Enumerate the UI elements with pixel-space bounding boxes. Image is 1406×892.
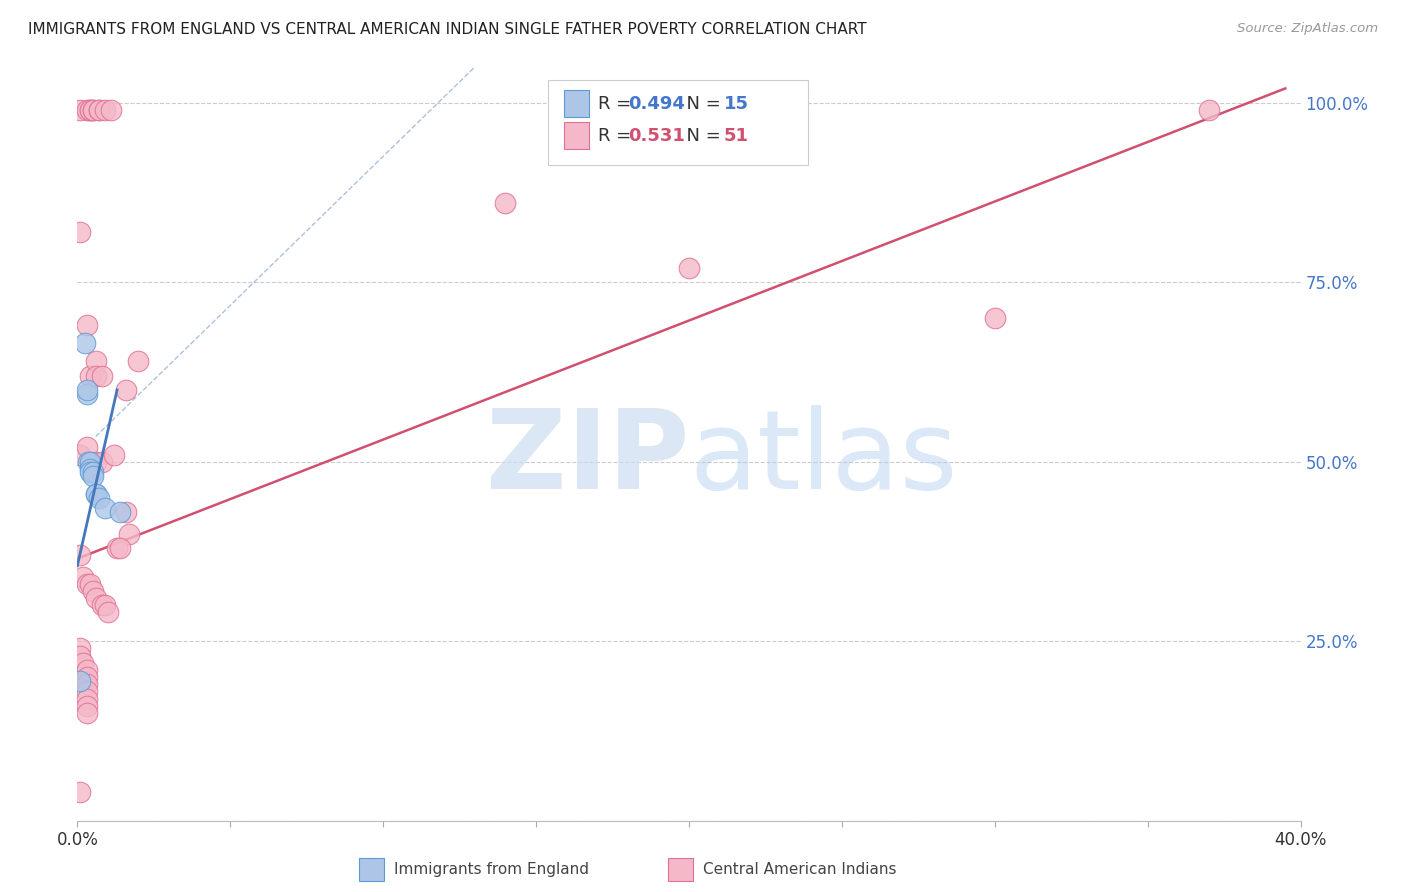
Point <box>105 541 128 555</box>
Point <box>69 785 91 799</box>
Point <box>127 354 149 368</box>
Point <box>97 606 120 620</box>
Text: Source: ZipAtlas.com: Source: ZipAtlas.com <box>1237 22 1378 36</box>
Point <box>73 336 96 351</box>
Point <box>118 526 141 541</box>
Point <box>76 670 98 684</box>
Point <box>79 455 101 469</box>
Point <box>72 656 94 670</box>
Point <box>76 684 98 698</box>
Text: IMMIGRANTS FROM ENGLAND VS CENTRAL AMERICAN INDIAN SINGLE FATHER POVERTY CORRELA: IMMIGRANTS FROM ENGLAND VS CENTRAL AMERI… <box>28 22 866 37</box>
Text: 51: 51 <box>724 128 749 145</box>
Point <box>69 673 91 688</box>
Point <box>84 591 107 606</box>
Point <box>76 383 98 397</box>
Point <box>94 501 117 516</box>
Point <box>76 576 98 591</box>
Point <box>108 541 131 555</box>
Point <box>90 455 112 469</box>
Point <box>108 505 131 519</box>
Text: Central American Indians: Central American Indians <box>703 863 897 877</box>
Point <box>87 491 110 505</box>
Point <box>69 448 91 462</box>
Text: 0.531: 0.531 <box>628 128 685 145</box>
Point <box>90 599 112 613</box>
Point <box>84 354 107 368</box>
Text: R =: R = <box>598 128 637 145</box>
Point <box>69 103 91 117</box>
Text: R =: R = <box>598 95 637 113</box>
Point <box>678 260 700 275</box>
Point <box>82 103 104 117</box>
Point <box>79 103 101 117</box>
Text: N =: N = <box>675 95 727 113</box>
Point <box>84 487 107 501</box>
Point <box>82 469 104 483</box>
Point <box>69 548 91 562</box>
Text: Immigrants from England: Immigrants from England <box>394 863 589 877</box>
Point <box>84 368 107 383</box>
Point <box>103 448 125 462</box>
Text: 0.494: 0.494 <box>628 95 685 113</box>
Point <box>76 706 98 720</box>
Point <box>79 368 101 383</box>
Point <box>76 691 98 706</box>
Point <box>69 225 91 239</box>
Point <box>76 318 98 333</box>
Point <box>87 103 110 117</box>
Point <box>76 386 98 401</box>
Point <box>69 648 91 663</box>
Point <box>984 311 1007 326</box>
Point <box>77 455 100 469</box>
Point <box>115 383 138 397</box>
Point <box>79 103 101 117</box>
Point <box>82 466 104 480</box>
Point <box>87 103 110 117</box>
Text: atlas: atlas <box>689 405 957 512</box>
Point <box>76 441 98 455</box>
Point <box>79 576 101 591</box>
Point <box>76 103 98 117</box>
Point <box>94 599 117 613</box>
Point <box>84 487 107 501</box>
Point <box>1198 103 1220 117</box>
Point <box>76 663 98 677</box>
Text: ZIP: ZIP <box>485 405 689 512</box>
Text: N =: N = <box>675 128 727 145</box>
Point <box>76 698 98 713</box>
Point <box>115 505 138 519</box>
Point <box>495 196 517 211</box>
Point <box>82 583 104 598</box>
Text: 15: 15 <box>724 95 749 113</box>
Point <box>82 103 104 117</box>
Point <box>79 462 101 476</box>
Point <box>94 103 117 117</box>
Point <box>100 103 122 117</box>
Point <box>79 466 101 480</box>
Point <box>69 641 91 656</box>
Point <box>76 677 98 691</box>
Point <box>90 368 112 383</box>
Point <box>72 569 94 583</box>
Point <box>84 455 107 469</box>
